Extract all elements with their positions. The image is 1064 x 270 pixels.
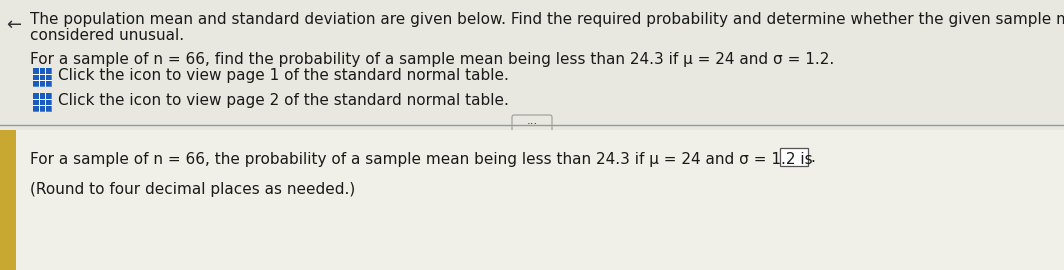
- Text: .: .: [810, 150, 815, 165]
- Bar: [33, 68, 51, 86]
- Text: considered unusual.: considered unusual.: [30, 28, 184, 43]
- Bar: [33, 93, 51, 111]
- Bar: [0, 130, 1064, 270]
- FancyBboxPatch shape: [512, 115, 552, 135]
- Bar: [780, 148, 808, 166]
- Bar: [0, 130, 16, 270]
- Text: For a sample of n = 66, find the probability of a sample mean being less than 24: For a sample of n = 66, find the probabi…: [30, 52, 834, 67]
- Text: The population mean and standard deviation are given below. Find the required pr: The population mean and standard deviati…: [30, 12, 1064, 27]
- Text: (Round to four decimal places as needed.): (Round to four decimal places as needed.…: [30, 182, 355, 197]
- Text: ···: ···: [527, 119, 537, 131]
- Bar: [33, 68, 51, 86]
- Text: Click the icon to view page 1 of the standard normal table.: Click the icon to view page 1 of the sta…: [59, 68, 509, 83]
- Text: ←: ←: [6, 16, 21, 34]
- Bar: [33, 93, 51, 111]
- Text: For a sample of n = 66, the probability of a sample mean being less than 24.3 if: For a sample of n = 66, the probability …: [30, 152, 813, 167]
- Text: Click the icon to view page 2 of the standard normal table.: Click the icon to view page 2 of the sta…: [59, 93, 509, 108]
